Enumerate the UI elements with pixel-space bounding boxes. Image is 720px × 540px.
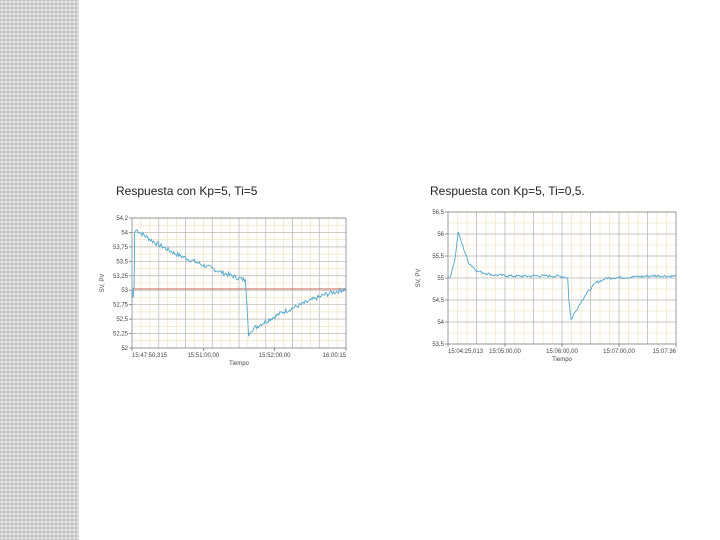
- y-tick-label: 52,5: [116, 317, 128, 323]
- x-tick-label: 16:00:15: [323, 353, 347, 359]
- y-tick-label: 55,5: [432, 254, 444, 260]
- x-tick-label: 15:47:50,315: [132, 353, 168, 359]
- chart-2-caption: Respuesta con Kp=5, Ti=0,5.: [430, 184, 585, 198]
- x-tick-label: 15:07:00,00: [603, 349, 635, 355]
- chart-2-kp5-ti05: 56,5 56 55,5 55 54,5 54 53,5 15:04:25,013 15:05:…: [416, 210, 677, 363]
- y-tick-label: 53,5: [116, 259, 128, 265]
- series-line: [447, 231, 677, 321]
- y-tick-label: 56,5: [432, 210, 444, 216]
- y-tick-label: 53,75: [113, 245, 129, 251]
- x-tick-label: 15:52:00,00: [259, 353, 291, 359]
- y-tick-label: 52,75: [113, 303, 129, 309]
- y-tick-label: 54,2: [116, 216, 128, 222]
- x-tick-label: 15:06:00,00: [546, 349, 578, 355]
- y-tick-label: 54: [437, 320, 444, 326]
- y-tick-label: 53,5: [432, 342, 444, 348]
- x-tick-label: 15:05:00,00: [489, 349, 521, 355]
- y-tick-label: 53: [121, 288, 128, 294]
- chart-1-kp5-ti5: 54,2 54 53,75 53,5 53,25 53 52,75 52,5 52,25 52 15…: [100, 216, 347, 367]
- y-axis-label: SV, PV: [100, 274, 106, 293]
- plot-frame: [131, 217, 347, 349]
- decorative-side-strip: [0, 0, 79, 540]
- x-axis-label: Tiempo: [552, 357, 572, 363]
- y-tick-label: 54,5: [432, 298, 444, 304]
- y-tick-label: 56: [437, 232, 444, 238]
- y-tick-label: 53,25: [113, 274, 129, 280]
- y-tick-label: 55: [437, 276, 444, 282]
- x-tick-label: 15:04:25,013: [448, 349, 484, 355]
- x-tick-label: 15:07:36: [653, 349, 677, 355]
- y-axis-label: SV, PV: [416, 269, 422, 288]
- series-line: [131, 229, 347, 337]
- chart-2-grid: [448, 211, 676, 345]
- y-tick-label: 54: [121, 230, 128, 236]
- chart-1-caption: Respuesta con Kp=5, Ti=5: [116, 184, 258, 198]
- x-tick-label: 15:51:00,00: [187, 353, 219, 359]
- x-axis-label: Tiempo: [229, 361, 249, 367]
- y-tick-label: 52: [121, 346, 128, 352]
- y-tick-label: 52,25: [113, 332, 129, 338]
- chart-1-grid: [132, 217, 346, 349]
